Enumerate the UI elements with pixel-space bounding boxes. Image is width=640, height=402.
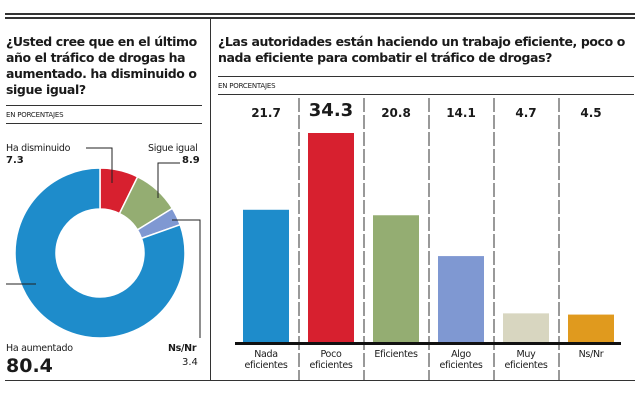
category-label: Algo eficientes xyxy=(439,349,483,371)
bar-value-label: 21.7 xyxy=(251,106,281,120)
bar-value-label: 4.5 xyxy=(580,106,602,120)
top-rule-2 xyxy=(5,17,635,19)
label-sigue-igual: Sigue igual xyxy=(148,143,198,154)
label-ns-nr: Ns/Nr xyxy=(168,343,197,354)
rule xyxy=(218,76,634,77)
leader-line xyxy=(157,162,180,198)
x-axis-baseline xyxy=(235,342,621,345)
bar-value-label: 20.8 xyxy=(381,106,411,120)
value-ha-disminuido: 7.3 xyxy=(6,155,24,166)
category-label: Poco eficientes xyxy=(309,349,353,371)
rule xyxy=(218,94,634,95)
bar-1 xyxy=(308,133,354,342)
donut-subtitle: EN PORCENTAJES xyxy=(6,111,64,119)
panel-divider xyxy=(210,19,211,381)
bar-5 xyxy=(568,314,614,342)
leader-line xyxy=(86,147,113,183)
value-sigue-igual: 8.9 xyxy=(182,155,200,166)
bar-2 xyxy=(373,215,419,342)
value-ns-nr: 3.4 xyxy=(182,357,198,368)
bottom-rule xyxy=(5,380,635,381)
leader-line xyxy=(172,219,201,338)
category-label: Eficientes xyxy=(374,349,418,360)
bar-value-label: 34.3 xyxy=(308,100,354,121)
rule xyxy=(6,123,202,124)
donut-slice-ha-aumentado xyxy=(14,167,186,339)
category-label: Muy eficientes xyxy=(504,349,548,371)
bar-subtitle: EN PORCENTAJES xyxy=(218,82,276,90)
label-ha-disminuido: Ha disminuido xyxy=(6,143,71,154)
top-rule xyxy=(5,13,635,15)
bar-value-label: 14.1 xyxy=(446,106,476,120)
category-label: Nada eficientes xyxy=(244,349,288,371)
bar-title: ¿Las autoridades están haciendo un traba… xyxy=(218,34,625,65)
donut-title: ¿Usted cree que en el último año el tráf… xyxy=(6,34,197,97)
value-ha-aumentado: 80.4 xyxy=(6,355,53,377)
category-label: Ns/Nr xyxy=(578,349,604,360)
label-ha-aumentado: Ha aumentado xyxy=(6,343,73,354)
bar-4 xyxy=(503,313,549,342)
bar-value-label: 4.7 xyxy=(515,106,537,120)
rule xyxy=(6,105,202,106)
bar-0 xyxy=(243,209,289,342)
bar-3 xyxy=(438,256,484,342)
